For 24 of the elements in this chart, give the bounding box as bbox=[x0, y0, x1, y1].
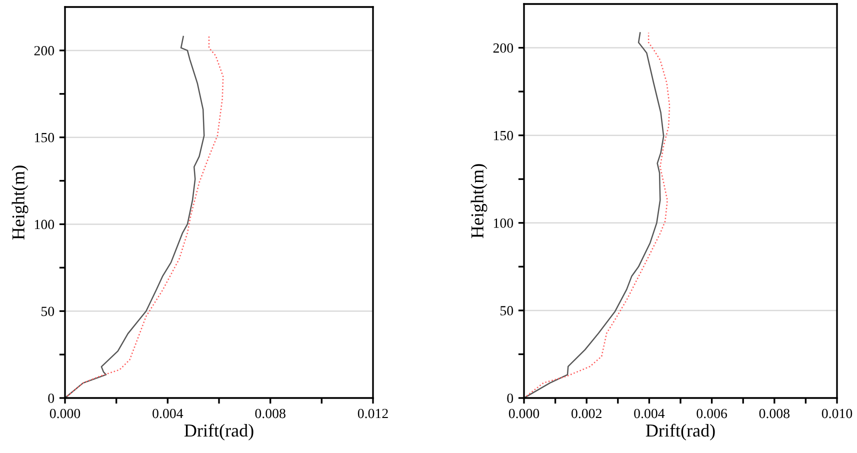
x-axis-title: Drift(rad) bbox=[646, 424, 715, 440]
x-axis-title: Drift(rad) bbox=[184, 424, 254, 440]
x-tick-label: 0.008 bbox=[759, 408, 790, 418]
x-tick-label: 0.000 bbox=[50, 408, 80, 418]
y-tick-label: 100 bbox=[34, 220, 54, 230]
y-tick-label: 50 bbox=[500, 306, 514, 316]
y-tick-label: 50 bbox=[42, 306, 54, 316]
x-tick-label: 0.000 bbox=[508, 408, 540, 418]
y-tick-label: 150 bbox=[34, 132, 54, 142]
y-tick-label: 200 bbox=[34, 46, 54, 56]
y-tick-label: 150 bbox=[494, 130, 514, 140]
x-tick-label: 0.002 bbox=[572, 408, 602, 418]
y-tick-label: 0 bbox=[48, 394, 54, 403]
x-tick-label: 0.012 bbox=[358, 408, 388, 418]
y-tick-label: 100 bbox=[494, 218, 514, 228]
x-tick-label: 0.010 bbox=[822, 408, 852, 418]
x-tick-label: 0.008 bbox=[255, 408, 286, 418]
y-axis-title: Height(m) bbox=[12, 166, 28, 240]
y-tick-label: 0 bbox=[507, 394, 514, 403]
x-tick-label: 0.004 bbox=[634, 408, 665, 418]
x-tick-label: 0.006 bbox=[696, 408, 728, 418]
y-tick-label: 200 bbox=[493, 43, 514, 53]
x-tick-label: 0.004 bbox=[152, 408, 184, 418]
y-axis-title: Height(m) bbox=[470, 164, 488, 238]
